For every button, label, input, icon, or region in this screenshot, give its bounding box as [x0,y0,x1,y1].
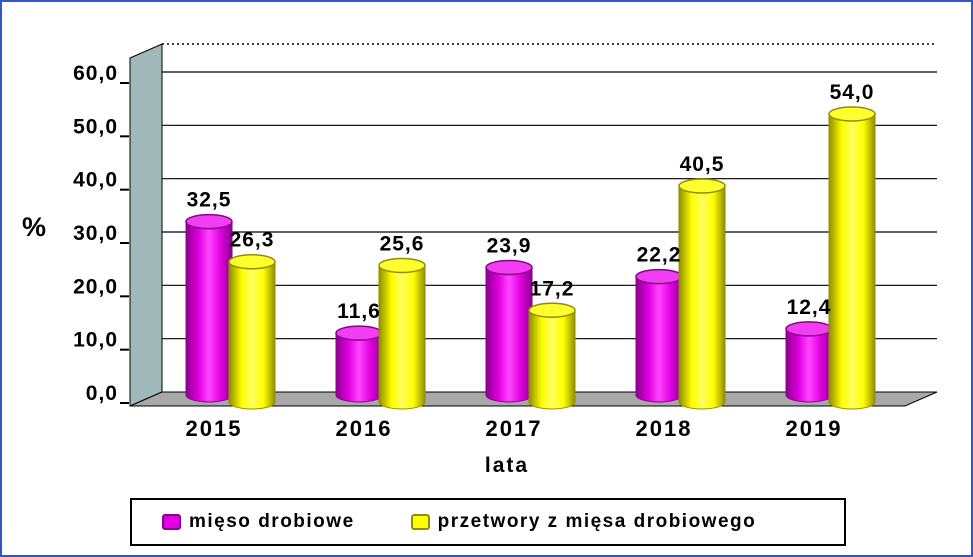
cylinder-top [785,321,833,337]
cylinder-top [228,253,276,270]
value-label: 25,6 [380,232,425,255]
y-tick-label: 60,0 [73,62,118,85]
y-tick-label: 50,0 [73,115,118,138]
y-tick-label: 40,0 [73,169,118,192]
legend-marker-series1-icon [162,514,181,530]
cylinder-body [186,221,232,395]
y-tick-label: 0,0 [86,382,118,405]
value-label: 54,0 [830,81,875,104]
cylinder-body [336,333,382,395]
y-axis-title: % [22,212,47,242]
value-label: 12,4 [787,296,832,319]
y-tick-label: 30,0 [73,222,118,245]
value-label: 32,5 [187,189,232,212]
category-label: 2018 [636,416,693,441]
cylinder-body [829,114,875,402]
cylinder-top [678,178,726,194]
y-tick-label: 20,0 [73,275,118,298]
value-label: 17,2 [530,277,575,300]
cylinder-body [636,276,682,395]
category-label: 2017 [486,416,543,441]
cylinder-top [378,257,426,274]
legend-item-series1: mięso drobiowe [162,511,355,533]
legend-label-series2: przetwory z mięsa drobiowego [437,511,757,532]
category-label: 2016 [336,416,393,441]
cylinder-top [335,325,383,341]
legend: mięso drobiowe przetwory z mięsa drobiow… [130,498,846,546]
legend-item-series2: przetwory z mięsa drobiowego [410,511,757,533]
cylinder-top [828,106,876,122]
cylinder-body [229,261,275,402]
cylinder-top [635,268,683,285]
cylinder-body [379,265,425,402]
cylinder-top [528,302,576,319]
category-label: 2015 [186,416,243,441]
cylinder-top [185,213,233,230]
cylinder-body [529,310,575,402]
cylinder-body [679,186,725,402]
cylinder-top [485,259,533,276]
value-label: 26,3 [230,229,275,252]
cylinder-body [786,328,832,395]
legend-label-series1: mięso drobiowe [189,511,355,532]
value-label: 11,6 [337,300,381,323]
value-label: 23,9 [487,235,532,258]
value-label: 22,2 [637,244,682,267]
y-tick-label: 10,0 [73,329,118,352]
wall-left [129,43,163,407]
value-label: 40,5 [680,153,725,176]
x-axis-title: lata [484,454,530,477]
category-label: 2019 [786,416,843,441]
legend-marker-series2-icon [410,514,430,530]
cylinder-body [486,267,532,395]
